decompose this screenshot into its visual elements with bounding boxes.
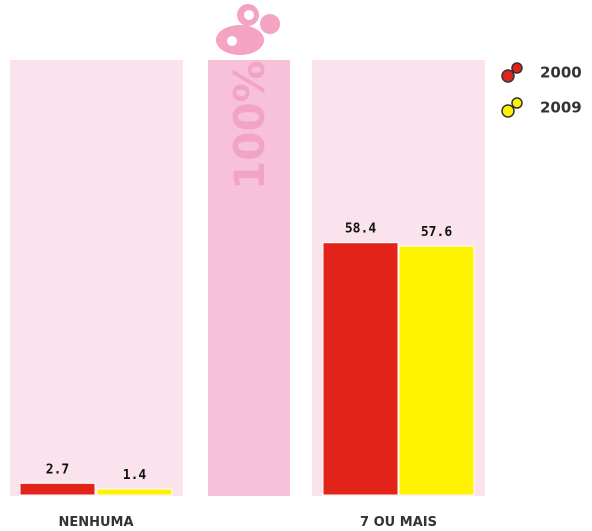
value-label: 1.4 [123,468,147,483]
chart: 100% 2000 2009 NENHUMA 2.7 1.4 7 OU MAIS 58.4… [0,0,592,531]
panel [10,60,183,496]
value-label: 58.4 [345,222,376,237]
bar [97,489,172,495]
legend-swatch [512,98,522,108]
legend-swatch [512,63,522,73]
legend: 2000 2009 [502,63,582,117]
x-tick-label: NENHUMA [58,515,133,530]
bar [399,246,474,495]
max-label: 100% [225,60,274,190]
value-label: 2.7 [46,462,69,477]
pacifier-icon [216,4,280,55]
legend-label: 2009 [540,99,582,117]
bar [20,483,95,495]
legend-label: 2000 [540,64,582,82]
legend-swatch [502,70,514,82]
legend-swatch [502,105,514,117]
bar [323,243,398,495]
value-label: 57.6 [421,225,452,240]
x-tick-label: 7 OU MAIS [360,515,437,530]
